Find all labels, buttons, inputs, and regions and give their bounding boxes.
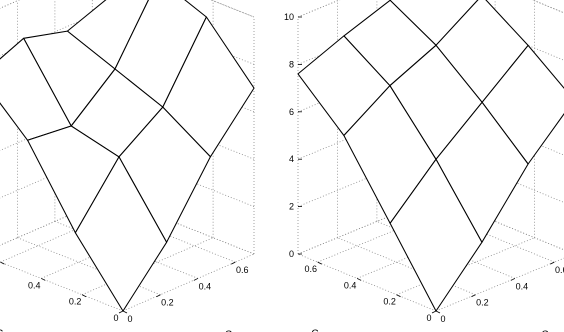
c6-tick-label: 0 xyxy=(113,313,118,323)
c3-tick-label: 0.2 xyxy=(476,298,489,308)
grid-line xyxy=(356,221,496,279)
c6-tick-label: 0.2 xyxy=(383,297,396,307)
grid-line xyxy=(297,253,437,312)
c3-tick-mark xyxy=(156,294,161,298)
c3-tick-mark xyxy=(471,294,476,298)
surface-panel-2: 024681000.20.40.600.20.40.6C6C3Estimatio… xyxy=(284,0,564,332)
z-tick-label: 6 xyxy=(289,107,294,117)
c6-tick-mark xyxy=(81,294,87,298)
c6-tick-label: 0 xyxy=(426,313,431,323)
z-tick-label: 8 xyxy=(289,59,294,69)
grid-line xyxy=(435,101,564,156)
c3-tick-mark xyxy=(231,261,236,265)
c3-axis-label: C3 xyxy=(541,330,552,332)
c6-tick-mark xyxy=(41,278,46,281)
grid-line xyxy=(396,237,535,296)
surface-cell xyxy=(389,158,483,312)
c3-tick-label: 0 xyxy=(127,314,132,324)
surface-mesh xyxy=(0,0,255,312)
grid-line xyxy=(317,204,456,263)
c6-axis-label: C6 xyxy=(311,329,322,332)
c6-tick-label: 0.4 xyxy=(28,280,41,290)
c3-tick-mark xyxy=(510,278,516,281)
grid-line xyxy=(435,7,564,61)
grid-line xyxy=(376,221,516,279)
grid-line xyxy=(297,101,437,160)
c6-tick-mark xyxy=(0,261,5,265)
c3-tick-label: 0.6 xyxy=(555,265,564,275)
c3-tick-label: 0.4 xyxy=(199,281,212,291)
grid-line xyxy=(435,149,564,203)
z-tick-label: 0 xyxy=(289,249,294,259)
grid-line xyxy=(297,196,437,255)
c3-tick-label: 0.2 xyxy=(161,298,174,308)
surface-cell xyxy=(74,156,168,312)
c6-tick-label: 0.2 xyxy=(69,297,82,307)
grid-line xyxy=(435,196,564,251)
c6-tick-mark xyxy=(356,278,362,281)
c3-tick-label: 0.6 xyxy=(236,265,249,275)
c6-tick-label: 0.4 xyxy=(344,280,357,290)
c6-tick-mark xyxy=(396,294,401,298)
grid-line xyxy=(297,149,437,207)
surface-panel-1: 024681000.20.40.600.20.40.6C6C3Measureme… xyxy=(0,0,255,332)
c3-tick-mark xyxy=(431,310,437,314)
c6-tick-label: 0.6 xyxy=(304,264,317,274)
c6-tick-mark xyxy=(435,310,441,314)
grid-line xyxy=(416,204,555,263)
c6-tick-mark xyxy=(122,310,128,314)
c3-tick-label: 0.4 xyxy=(516,281,529,291)
c3-tick-label: 0 xyxy=(440,314,445,324)
grid-line xyxy=(435,257,564,312)
c6-tick-mark xyxy=(317,261,322,265)
c3-axis-label: C3 xyxy=(225,330,236,332)
c3-tick-mark xyxy=(550,261,555,265)
z-tick-label: 10 xyxy=(284,12,294,22)
z-tick-label: 2 xyxy=(289,202,294,212)
c3-tick-mark xyxy=(118,310,124,314)
c6-axis-label: C6 xyxy=(0,329,7,332)
axes: 0 2 4 6 8 10 0 0.2 0.4 0.6 0 0.2 0.4 0.6 C6 C3 xyxy=(284,12,564,332)
surface-mesh xyxy=(297,0,564,312)
z-tick-label: 4 xyxy=(289,154,294,164)
c3-tick-mark xyxy=(193,278,199,281)
